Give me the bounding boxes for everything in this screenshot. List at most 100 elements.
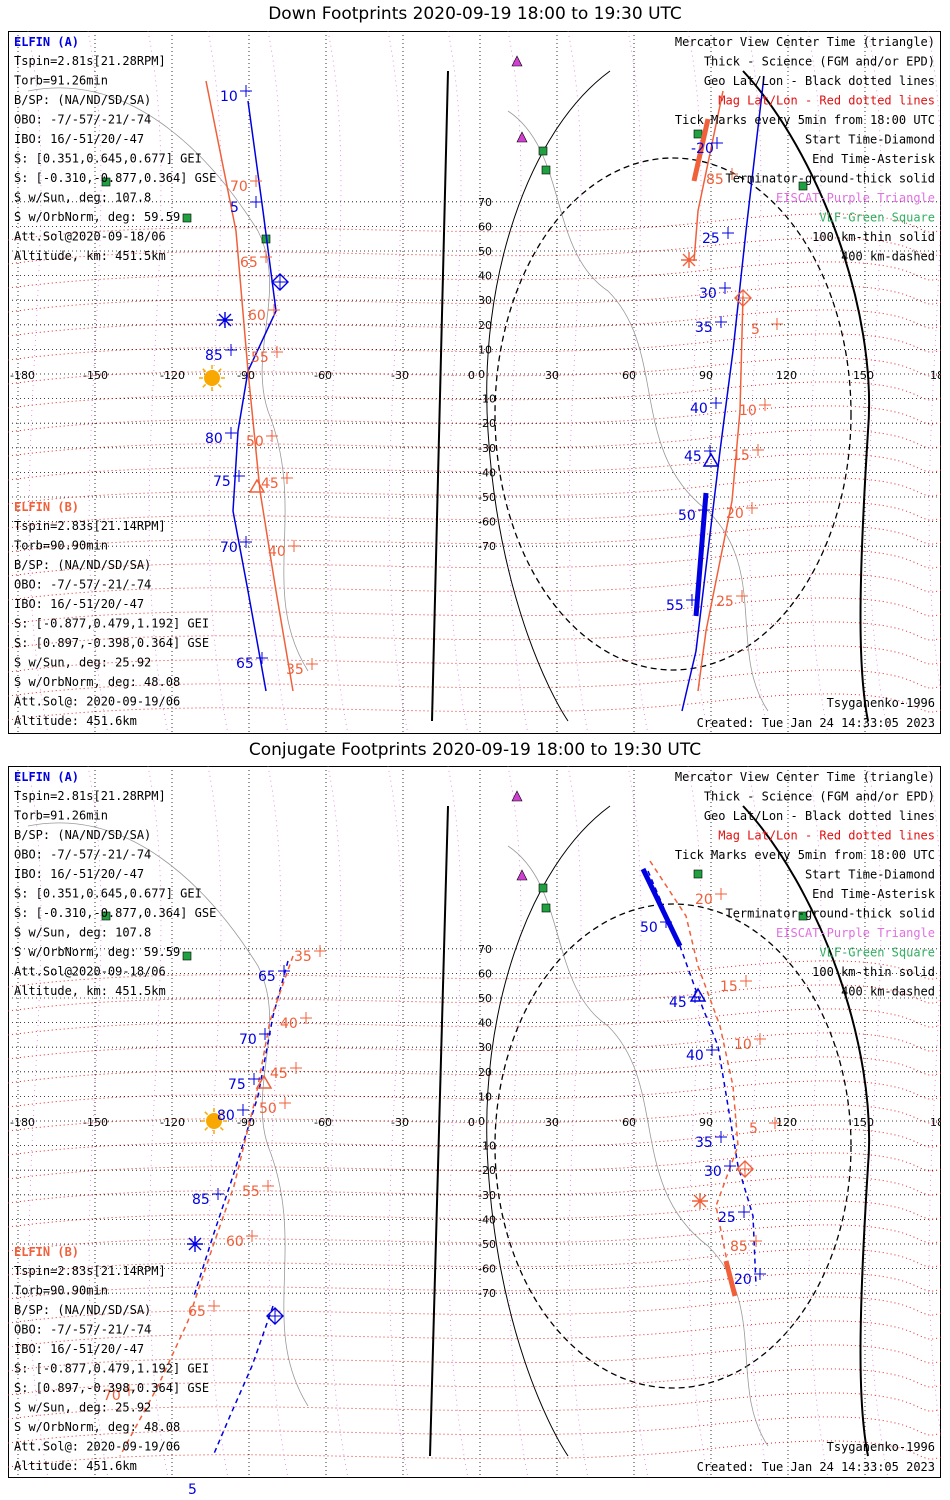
elfin-a-tick-mark: [240, 85, 252, 97]
elfin-b-time-label: 15: [732, 448, 750, 464]
lon-tick-label: 120: [776, 1116, 797, 1129]
legend-entry: EISCAT-Purple Triangle: [776, 191, 935, 205]
legend-entry: Mercator View Center Time (triangle): [675, 35, 935, 49]
legend-entry: Terminator-ground-thick solid: [725, 172, 935, 186]
coastline: [507, 110, 769, 712]
lon-tick-label: -60: [314, 369, 332, 382]
elfin-b-time-label: 50: [246, 434, 264, 450]
elfin-b-info-line: S w/OrbNorm, deg: 48.08: [14, 675, 180, 689]
elfin-b-time-label: 55: [251, 350, 269, 366]
lon-tick-label: -90: [237, 1116, 255, 1129]
elfin-a-time-label: 50: [640, 920, 658, 936]
lon-tick-label: 60: [622, 1116, 636, 1129]
elfin-b-tick-mark: [271, 346, 283, 358]
elfin-b-tick-mark: [266, 430, 278, 442]
elfin-a-time-label: 75: [213, 474, 231, 490]
legend-entry: Tick Marks every 5min from 18:00 UTC: [675, 113, 935, 127]
elfin-a-time-label: 40: [686, 1048, 704, 1064]
elfin-b-info-line: S w/OrbNorm, deg: 48.08: [14, 1420, 180, 1434]
elfin-b-tick-mark: [759, 399, 771, 411]
elfin-b-tick-mark: [314, 945, 326, 957]
elfin-b-info-line: Tspin=2.83s[21.14RPM]: [14, 1264, 166, 1278]
elfin-a-info-line: S: [0.351,0.645,0.677] GEI: [14, 152, 202, 166]
elfin-b-time-label: 45: [270, 1066, 288, 1082]
elfin-a-info-line: Altitude, km: 451.5km: [14, 984, 166, 998]
elfin-a-time-label: 75: [228, 1077, 246, 1093]
elfin-a-center-triangle: [702, 452, 720, 467]
elfin-a-tick-mark: [660, 916, 672, 928]
elfin-a-tick-mark: [237, 1104, 249, 1116]
coastline: [27, 822, 309, 1407]
coastline: [27, 87, 309, 672]
lon-tick-label: -180: [10, 369, 35, 382]
vlf-station-square: [538, 883, 548, 893]
lon-tick-label: -150: [83, 369, 108, 382]
elfin-a-time-label: -20: [691, 141, 714, 157]
elfin-a-start-diamond-cross: [272, 274, 288, 290]
vlf-station-square: [541, 903, 551, 913]
elfin-b-tick-mark: [754, 1033, 766, 1045]
elfin-b-time-label: 55: [242, 1184, 260, 1200]
sun-ray: [217, 383, 222, 388]
vlf-station-square: [101, 911, 111, 921]
lon-tick-label: 90: [699, 369, 713, 382]
elfin-b-center-triangle: [248, 478, 266, 493]
terminator-line: [742, 805, 870, 1457]
subsolar-point-sun: [206, 1113, 222, 1129]
elfin-a-info-line: OBO: -7/-57/-21/-74: [14, 848, 151, 862]
elfin-b-info-line: S: [-0.877,0.479,1.192] GEI: [14, 1362, 209, 1376]
lat-tick-label: -60: [478, 516, 496, 529]
lon-tick-label: 60: [622, 369, 636, 382]
conjugate-footprints-map: -180-150-120-90-60-300306090120150180706…: [8, 766, 941, 1478]
elfin-a-info-line: Att.Sol@2020-09-18/06: [14, 230, 166, 244]
elfin-a-time-label: 80: [205, 431, 223, 447]
elfin-b-tick-mark: [279, 1097, 291, 1109]
elfin-b-tick-mark: [752, 444, 764, 456]
elfin-a-time-label: 35: [695, 1135, 713, 1151]
sun-ray: [204, 1111, 209, 1116]
elfin-a-time-label: 25: [702, 231, 720, 247]
elfin-a-info-line: B/SP: (NA/ND/SD/SA): [14, 93, 151, 107]
elfin-b-tick-mark: [250, 175, 262, 187]
elfin-a-tick-mark: [278, 965, 290, 977]
elfin-b-info-line: OBO: -7/-57/-21/-74: [14, 578, 151, 592]
elfin-b-start-diamond-cross: [735, 290, 751, 306]
subsolar-point-sun: [204, 370, 220, 386]
elfin-b-tick-mark: [306, 658, 318, 670]
lat-tick-label: 20: [478, 319, 492, 332]
elfin-a-time-label: 80: [217, 1108, 235, 1124]
vlf-station-square: [538, 146, 548, 156]
lon-tick-label: -90: [237, 369, 255, 382]
elfin-a-info-line: IBO: 16/-51/20/-47: [14, 867, 144, 881]
elfin-b-tick-mark: [290, 1062, 302, 1074]
lon-tick-label: 180: [930, 1116, 941, 1129]
elfin-a-start-diamond-cross: [267, 1308, 283, 1324]
elfin-a-time-label: 45: [669, 995, 687, 1011]
lon-tick-label: 180: [930, 369, 941, 382]
lat-tick-label: 0: [478, 368, 485, 381]
elfin-b-tick-mark: [268, 304, 280, 316]
elfin-a-time-label: 50: [678, 508, 696, 524]
elfin-a-info-line: IBO: 16/-51/20/-47: [14, 132, 144, 146]
elfin-b-track: [693, 90, 724, 262]
elfin-a-time-label: 10: [220, 89, 238, 105]
elfin-a-time-label: 70: [239, 1032, 257, 1048]
elfin-a-tick-mark: [722, 227, 734, 239]
lat-tick-label: 10: [478, 343, 492, 356]
elfin-b-info-line: Altitude: 451.6km: [14, 714, 137, 728]
lon-tick-label: 0: [468, 1116, 475, 1129]
legend-entry: End Time-Asterisk: [812, 152, 936, 166]
lon-tick-label: -120: [160, 1116, 185, 1129]
elfin-b-tick-mark: [123, 1384, 135, 1396]
elfin-a-track: [193, 960, 289, 1297]
vlf-station-square: [101, 177, 111, 187]
elfin-a-time-label: 35: [695, 320, 713, 336]
elfin-a-time-label: 55: [666, 598, 684, 614]
vlf-station-square: [182, 213, 192, 223]
elfin-a-tick-mark: [248, 1073, 260, 1085]
elfin-b-time-label: 70: [103, 1388, 121, 1404]
elfin-a-info-line: S w/Sun, deg: 107.8: [14, 926, 151, 940]
elfin-a-end-asterisk: [187, 1236, 203, 1252]
elfin-b-time-label: 10: [739, 403, 757, 419]
elfin-a-info-line: Tspin=2.81s[21.28RPM]: [14, 789, 166, 803]
